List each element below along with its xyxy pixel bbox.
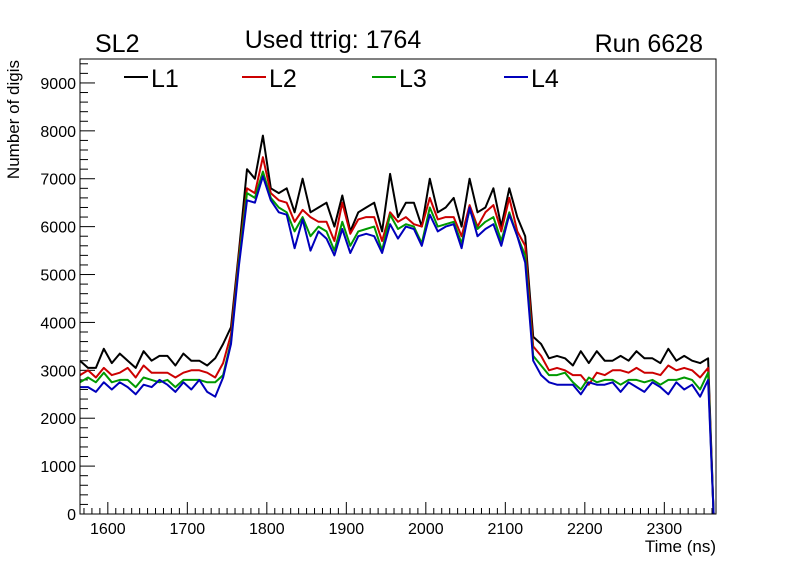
x-tick-label: 2200 (567, 521, 603, 538)
y-tick-label: 1000 (40, 459, 76, 476)
legend-item-l2: L2 (242, 65, 297, 93)
ticks-layer: 1600 1700 1800 1900 2000 2100 2200 2300 0 1000 200… (40, 63, 713, 538)
chart-title: Used ttrig: 1764 (245, 26, 422, 54)
x-tick-label: 1600 (90, 521, 126, 538)
x-tick-label: 2100 (488, 521, 524, 538)
y-tick-label: 9000 (40, 76, 76, 93)
x-tick-label: 2300 (647, 521, 683, 538)
legend-label: L3 (399, 65, 427, 93)
x-axis-label: Time (ns) (645, 537, 716, 556)
series-line-l4 (80, 175, 715, 515)
legend-item-l1: L1 (124, 65, 179, 93)
y-tick-label: 7000 (40, 172, 76, 189)
y-tick-label: 5000 (40, 268, 76, 285)
y-tick-label: 0 (67, 507, 76, 524)
y-tick-label: 2000 (40, 411, 76, 428)
series-line-l1 (79, 134, 715, 515)
legend-label: L2 (269, 65, 297, 93)
legend-item-l3: L3 (372, 65, 427, 93)
plot-frame (79, 58, 717, 515)
x-tick-label: 1900 (329, 521, 365, 538)
legend-item-l4: L4 (504, 65, 559, 93)
x-tick-label: 1700 (170, 521, 206, 538)
legend-label: L1 (151, 65, 179, 93)
series-line-l2 (79, 156, 715, 515)
series-layer (79, 134, 715, 515)
x-tick-label: 2000 (408, 521, 444, 538)
y-tick-label: 4000 (40, 315, 76, 332)
x-tick-label: 1800 (249, 521, 285, 538)
y-axis-label: Number of digis (4, 60, 23, 179)
legend: L1 L2 L3 L4 (124, 65, 559, 93)
legend-label: L4 (531, 65, 559, 93)
y-tick-label: 8000 (40, 124, 76, 141)
series-line-l3 (79, 170, 715, 515)
superlayer-label: SL2 (95, 30, 139, 58)
y-tick-label: 6000 (40, 220, 76, 237)
y-tick-label: 3000 (40, 363, 76, 380)
run-label: Run 6628 (595, 30, 703, 58)
